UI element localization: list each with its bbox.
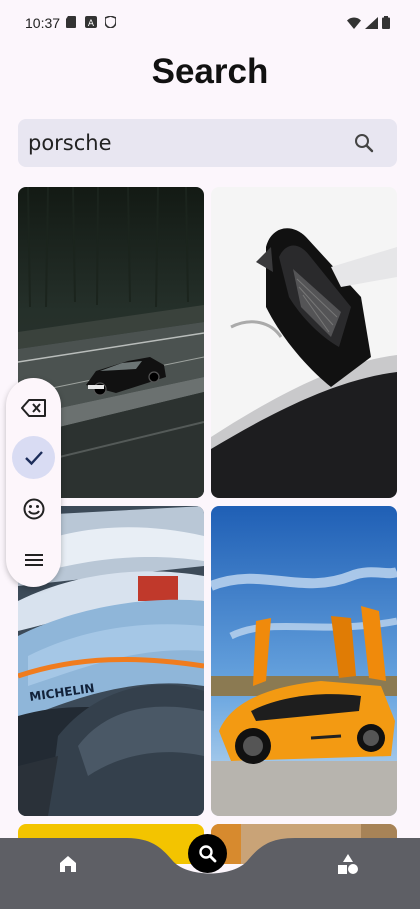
home-icon[interactable]	[54, 850, 82, 878]
status-time: 10:37	[25, 15, 60, 31]
backspace-button[interactable]	[12, 386, 55, 429]
floating-keyboard-toolbar	[6, 378, 61, 587]
a-icon: A	[85, 16, 97, 28]
menu-button[interactable]	[12, 538, 55, 581]
search-field[interactable]	[18, 119, 397, 167]
result-image-silver-car-detail[interactable]	[211, 187, 397, 498]
backspace-icon	[21, 398, 47, 418]
svg-text:A: A	[88, 19, 95, 28]
emoji-icon	[23, 498, 45, 520]
search-icon[interactable]	[354, 133, 374, 153]
battery-icon	[382, 16, 390, 29]
check-icon	[24, 450, 44, 466]
sd-card-icon	[66, 16, 77, 28]
emoji-button[interactable]	[12, 487, 55, 530]
result-image-orange-lamborghini[interactable]	[211, 506, 397, 816]
search-input[interactable]	[28, 125, 328, 161]
shield-icon	[105, 16, 116, 28]
signal-icon	[365, 17, 378, 29]
status-bar: 10:37 A	[0, 0, 420, 48]
search-icon	[198, 844, 218, 864]
wifi-icon	[347, 17, 361, 29]
categories-icon[interactable]	[334, 850, 362, 878]
nav-search-button[interactable]	[188, 834, 227, 873]
bottom-navigation	[0, 838, 420, 909]
done-button[interactable]	[12, 436, 55, 479]
menu-icon	[24, 552, 44, 568]
page-title: Search	[0, 52, 420, 92]
